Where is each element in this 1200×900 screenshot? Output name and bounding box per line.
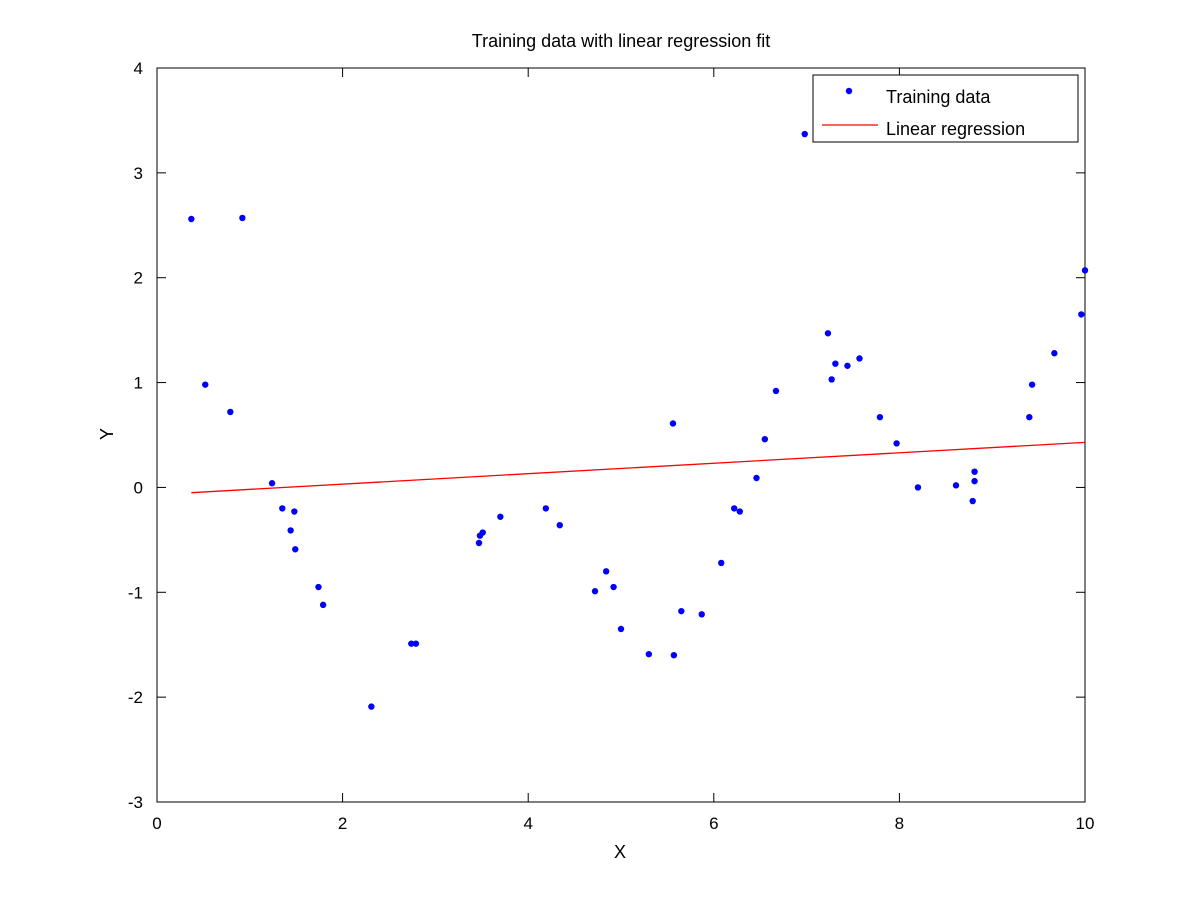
y-tick-label: 1	[134, 374, 143, 393]
data-point	[268, 480, 276, 487]
x-tick-label: 8	[895, 814, 904, 833]
chart-title: Training data with linear regression fit	[472, 31, 770, 51]
y-tick-label: -1	[128, 583, 143, 602]
y-axis: -3 -2 -1 0 1 2 3 4	[128, 59, 1085, 812]
data-point	[876, 413, 884, 421]
data-point	[1081, 267, 1089, 274]
data-point	[279, 505, 286, 512]
legend: Training data Linear regression	[812, 74, 1079, 143]
y-tick-label: 4	[134, 59, 143, 78]
x-tick-label: 2	[338, 814, 347, 833]
data-point	[844, 362, 851, 369]
data-point	[969, 497, 976, 505]
data-point	[287, 527, 294, 534]
data-point	[188, 215, 195, 223]
data-point	[542, 505, 550, 512]
data-point	[824, 330, 832, 337]
data-point	[479, 529, 486, 536]
data-point	[832, 360, 839, 367]
legend-label-training-data: Training data	[886, 87, 991, 107]
data-point	[678, 607, 685, 615]
x-axis-label: X	[614, 842, 626, 862]
data-point	[591, 588, 599, 595]
data-point	[1028, 381, 1036, 388]
series-layer	[188, 130, 1089, 710]
data-point	[971, 468, 978, 475]
data-point	[914, 484, 922, 491]
y-tick-label: 0	[134, 478, 143, 497]
data-point	[731, 505, 738, 512]
data-point	[971, 477, 978, 485]
y-axis-label: Y	[97, 428, 117, 440]
data-point	[227, 408, 234, 416]
y-tick-label: 2	[134, 269, 143, 288]
y-tick-label: 3	[134, 164, 143, 183]
data-point	[1051, 350, 1058, 357]
data-point	[670, 652, 678, 659]
data-point	[718, 559, 725, 567]
legend-box	[812, 74, 1079, 143]
data-point	[698, 611, 705, 618]
data-point	[952, 482, 960, 489]
data-point	[202, 381, 209, 388]
data-point	[1078, 311, 1085, 318]
data-point	[753, 474, 760, 482]
data-point	[669, 420, 677, 427]
data-point	[292, 546, 299, 553]
data-point	[617, 625, 625, 633]
y-tick-label: -3	[128, 793, 143, 812]
data-point	[856, 355, 863, 362]
plot-frame	[156, 67, 1086, 803]
x-tick-label: 4	[523, 814, 532, 833]
data-point	[556, 521, 563, 529]
regression-line	[191, 441, 1086, 494]
y-tick-label: -2	[128, 688, 143, 707]
x-tick-label: 6	[709, 814, 718, 833]
data-point	[315, 583, 322, 591]
data-point	[828, 376, 835, 383]
legend-label-linear-regression: Linear regression	[886, 119, 1025, 139]
data-point	[610, 583, 617, 591]
data-point	[801, 130, 808, 138]
data-point	[497, 513, 504, 520]
plot-area: 0 2 4 6 8 10 -3 -2 -1 0 1 2 3 4	[128, 59, 1095, 833]
data-point	[645, 650, 653, 658]
legend-marker-training-data	[845, 87, 853, 95]
data-point	[736, 508, 743, 515]
data-point	[412, 640, 420, 647]
data-point	[368, 703, 375, 710]
data-point	[761, 435, 769, 443]
x-axis: 0 2 4 6 8 10	[152, 68, 1094, 833]
data-point	[319, 601, 327, 609]
data-point	[239, 214, 246, 222]
x-tick-label: 10	[1076, 814, 1095, 833]
data-point	[475, 539, 483, 547]
x-tick-label: 0	[152, 814, 161, 833]
data-point	[772, 387, 780, 395]
data-point	[291, 508, 298, 515]
data-point	[602, 568, 610, 575]
data-point	[408, 640, 415, 647]
data-point	[893, 440, 900, 447]
data-point	[1026, 413, 1033, 421]
